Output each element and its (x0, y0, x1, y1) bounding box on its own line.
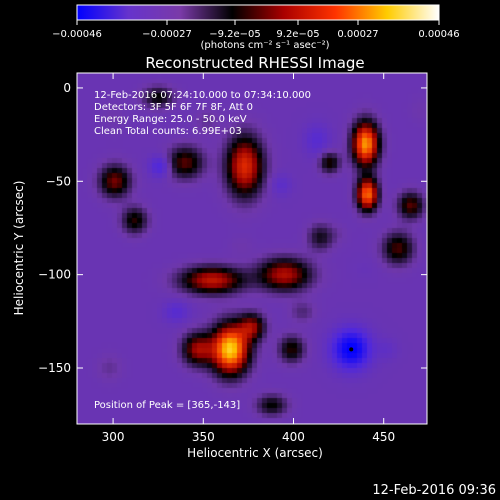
annotation-line: 12-Feb-2016 07:24:10.000 to 07:34:10.000 (94, 90, 311, 101)
x-tick-label: 400 (282, 430, 305, 444)
y-axis-ticks: 0 −50 −100 −150 (38, 81, 427, 375)
colorbar-tick-label: −9.2e−05 (209, 29, 261, 40)
peak-position-label: Position of Peak = [365,-143] (94, 400, 240, 411)
colorbar-tick-label: −0.00027 (142, 29, 192, 40)
colorbar-tick-label: 0.00027 (337, 29, 378, 40)
colorbar (76, 4, 440, 21)
colorbar-tick-label: 0.00046 (418, 29, 459, 40)
y-tick-label: −100 (38, 268, 71, 282)
y-tick-label: −150 (38, 361, 71, 375)
annotation-line: Clean Total counts: 6.99E+03 (94, 126, 242, 137)
x-tick-label: 300 (102, 430, 125, 444)
heatmap-image (77, 73, 427, 424)
peak-marker (349, 347, 354, 352)
colorbar-tick-label: −0.00046 (52, 29, 102, 40)
colorbar-tick-label: 9.2e−05 (276, 29, 319, 40)
header-annotations: 12-Feb-2016 07:24:10.000 to 07:34:10.000… (94, 90, 311, 137)
annotation-line: Energy Range: 25.0 - 50.0 keV (94, 114, 247, 125)
y-axis-label: Heliocentric Y (arcsec) (12, 181, 26, 316)
colorbar-unit-label: (photons cm⁻² s⁻¹ asec⁻²) (200, 40, 329, 51)
y-tick-label: 0 (63, 81, 71, 95)
annotation-line: Detectors: 3F 5F 6F 7F 8F, Att 0 (94, 102, 253, 113)
y-tick-label: −50 (46, 174, 71, 188)
colorbar-ticks: −0.00046 −0.00027 −9.2e−05 9.2e−05 0.00027 0.… (52, 20, 460, 40)
plot-frame (76, 72, 428, 425)
x-tick-label: 350 (192, 430, 215, 444)
heatmap-container (77, 73, 427, 424)
chart-title: Reconstructed RHESSI Image (145, 54, 364, 72)
x-axis-label: Heliocentric X (arcsec) (187, 446, 323, 460)
x-axis-ticks: 300 350 400 450 (102, 73, 395, 444)
footer-timestamp: 12-Feb-2016 09:36 (372, 483, 496, 498)
x-tick-label: 450 (372, 430, 395, 444)
